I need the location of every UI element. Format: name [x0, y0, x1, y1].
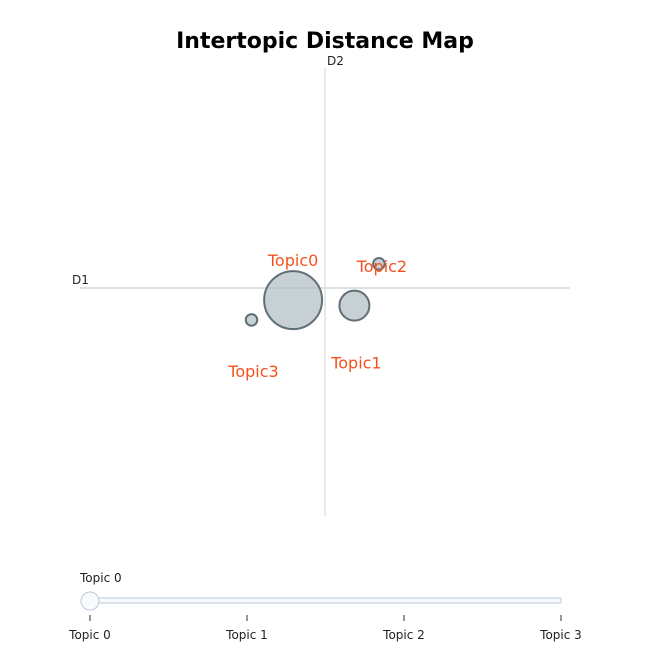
plot-area: D1 D2 Topic0 Topic1 Topic2 Topic3	[72, 54, 570, 516]
slider-tick-label-3[interactable]: Topic 3	[539, 628, 582, 642]
topic-label-2: Topic2	[356, 257, 407, 276]
x-axis-label: D1	[72, 273, 89, 287]
topic-bubble-3[interactable]	[244, 313, 259, 327]
topic-bubble-2[interactable]	[372, 257, 386, 271]
slider-tick-label-2[interactable]: Topic 2	[382, 628, 425, 642]
chart-title: Intertopic Distance Map	[176, 29, 474, 54]
topic-label-0: Topic0	[267, 251, 318, 270]
topic-label-3: Topic3	[227, 362, 278, 381]
topic-label-1: Topic1	[330, 354, 381, 373]
slider-track[interactable]	[89, 597, 562, 604]
slider-tick-label-0[interactable]: Topic 0	[68, 628, 111, 642]
labels-layer: Topic0 Topic1 Topic2 Topic3	[227, 251, 407, 381]
points-layer	[244, 257, 386, 331]
slider-current-label: Topic 0	[79, 571, 122, 585]
slider-handle[interactable]	[80, 591, 100, 611]
topic-bubble-1[interactable]	[338, 289, 371, 322]
y-axis-label: D2	[327, 54, 344, 68]
slider-tick-label-1[interactable]: Topic 1	[225, 628, 268, 642]
slider-ticks: Topic 0 Topic 1 Topic 2 Topic 3	[68, 615, 582, 642]
topic-bubble-0[interactable]	[263, 270, 324, 331]
topic-slider[interactable]: Topic 0 Topic 0 Topic 1 Topic 2 Topic 3	[68, 571, 582, 642]
